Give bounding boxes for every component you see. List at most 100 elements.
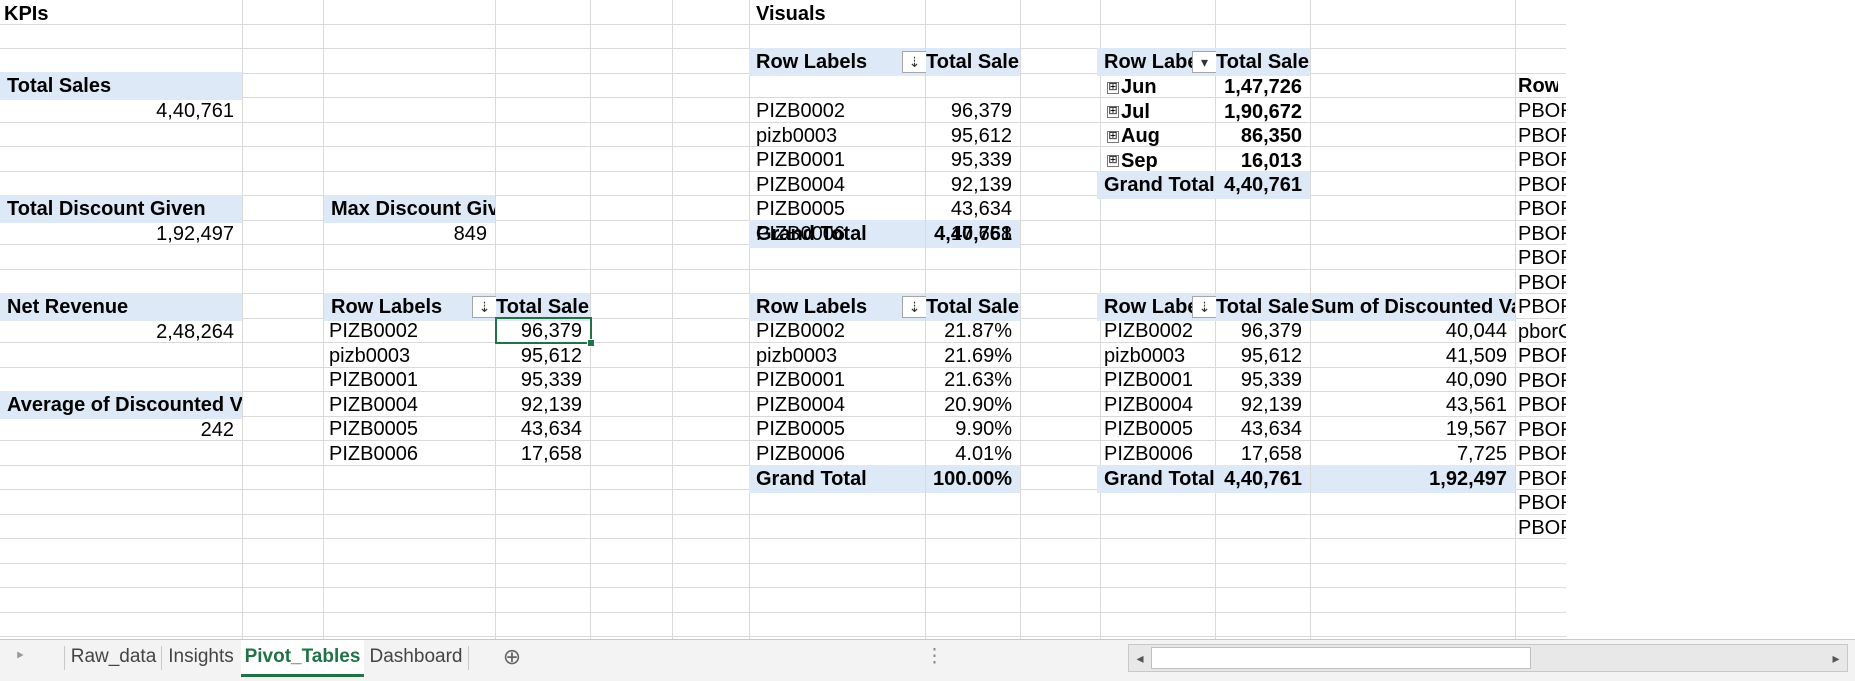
right-edge-cell[interactable]: PBOR — [1518, 222, 1566, 245]
right-edge-cell[interactable]: PBOR — [1518, 394, 1566, 416]
sort-desc-icon[interactable]: ⇣ — [1192, 296, 1217, 318]
table-row-label[interactable]: ⊞ Jul — [1100, 98, 1216, 126]
table-row-label[interactable]: PIZB0004 — [756, 393, 845, 416]
table-row-label[interactable]: pizb0003 — [756, 344, 838, 367]
right-edge-cell[interactable]: pborC — [1518, 320, 1566, 343]
table-row-label[interactable]: PIZB0006 — [756, 442, 845, 465]
right-edge-cell[interactable]: PBOR — [1518, 418, 1566, 441]
table-row-value[interactable]: 17,658 — [520, 442, 582, 465]
pivot-percent-grand-total-label[interactable]: Grand Total — [749, 465, 925, 493]
table-row-label[interactable]: PIZB0005 — [329, 418, 418, 440]
net-revenue-label[interactable]: Net Revenue — [0, 293, 242, 321]
visuals-header[interactable]: Visuals — [756, 3, 826, 25]
table-row-label[interactable]: PIZB0005 — [756, 198, 845, 220]
table-row-label[interactable]: PIZB0005 — [1104, 418, 1193, 440]
table-row-sales[interactable]: 17,658 — [1240, 442, 1302, 465]
pivot-sales-grand-total-value[interactable]: 4,40,761 — [926, 220, 1020, 248]
table-row-value[interactable]: 21.69% — [944, 344, 1012, 367]
horizontal-scrollbar[interactable]: ◂ ▸ — [1128, 644, 1848, 672]
table-row-label[interactable]: pizb0003 — [1104, 344, 1186, 367]
tab-insights[interactable]: Insights — [168, 646, 234, 667]
table-row-value[interactable]: 4.01% — [955, 442, 1012, 465]
table-row-label[interactable]: ⊞ Aug — [1100, 122, 1216, 150]
table-row-value[interactable]: 21.87% — [944, 320, 1012, 342]
table-row-value[interactable]: 96,379 — [950, 100, 1012, 122]
expand-icon[interactable]: ⊞ — [1107, 129, 1119, 143]
table-row-label[interactable]: PIZB0006 — [1104, 442, 1193, 465]
right-edge-cell[interactable]: PBOR — [1518, 271, 1566, 294]
expand-icon[interactable]: ⊞ — [1107, 105, 1119, 119]
expand-icon[interactable]: ⊞ — [1107, 154, 1119, 168]
table-row-value[interactable]: 95,339 — [950, 149, 1012, 171]
max-discount-label[interactable]: Max Discount Given — [324, 195, 495, 223]
table-row-value[interactable]: 17,658 — [950, 222, 1012, 245]
table-row-label[interactable]: PIZB0004 — [756, 173, 845, 196]
right-edge-cell[interactable]: PBOR — [1518, 247, 1566, 269]
table-row-value[interactable]: 16,013 — [1240, 149, 1302, 172]
table-row-label[interactable]: PIZB0002 — [329, 320, 418, 342]
table-row-label[interactable]: PIZB0001 — [756, 369, 845, 391]
table-row-label[interactable]: pizb0003 — [756, 124, 838, 147]
table-row-label[interactable]: PIZB0001 — [756, 149, 845, 171]
table-row-discount[interactable]: 41,509 — [1445, 344, 1507, 367]
table-row-discount[interactable]: 40,044 — [1445, 320, 1507, 342]
pivot-months-value-header[interactable]: Total Sales — [1216, 48, 1310, 76]
right-edge-cell[interactable]: PBOR — [1518, 345, 1566, 367]
total-sales-label[interactable]: Total Sales — [0, 72, 242, 100]
table-row-label[interactable]: PIZB0006 — [756, 222, 845, 245]
table-row-label[interactable]: PIZB0006 — [329, 442, 418, 465]
sort-desc-icon[interactable]: ⇣ — [902, 296, 927, 318]
table-row-value[interactable]: 92,139 — [520, 393, 582, 416]
table-row-value[interactable]: 86,350 — [1240, 125, 1302, 147]
pivot-discount-grand-total-sales[interactable]: 4,40,761 — [1216, 465, 1310, 493]
dropdown-filter-icon[interactable]: ▾ — [1192, 51, 1217, 73]
right-edge-cell[interactable]: PBOR — [1518, 492, 1566, 514]
table-row-value[interactable]: 43,634 — [950, 198, 1012, 220]
table-row-value[interactable]: 1,90,672 — [1224, 100, 1302, 123]
table-row-sales[interactable]: 92,139 — [1240, 393, 1302, 416]
table-row-label[interactable]: pizb0003 — [329, 344, 411, 367]
pivot-percent-row-labels-header[interactable]: Row Labels — [749, 293, 925, 321]
table-row-value[interactable]: 95,612 — [950, 124, 1012, 147]
right-edge-header[interactable]: Row L — [1518, 75, 1558, 97]
table-row-label[interactable]: PIZB0001 — [1104, 369, 1193, 391]
pivot-discount-sales-header[interactable]: Total Sales — [1216, 293, 1310, 321]
table-row-label[interactable]: ⊞ Sep — [1100, 147, 1216, 175]
table-row-label[interactable]: PIZB0005 — [756, 418, 845, 440]
right-edge-cell[interactable]: PBOR — [1518, 369, 1566, 392]
pivot-months-grand-total-label[interactable]: Grand Total — [1097, 171, 1216, 199]
table-row-sales[interactable]: 43,634 — [1240, 418, 1302, 440]
pivot-kpi-value-header[interactable]: Total Sales — [496, 293, 590, 321]
table-row-value[interactable]: 1,47,726 — [1224, 76, 1302, 98]
table-row-discount[interactable]: 40,090 — [1445, 369, 1507, 391]
table-row-label[interactable]: PIZB0004 — [329, 393, 418, 416]
table-row-value[interactable]: 92,139 — [950, 173, 1012, 196]
table-row-value[interactable]: 95,612 — [520, 344, 582, 367]
table-row-label[interactable]: PIZB0001 — [329, 369, 418, 391]
right-edge-cell[interactable]: PBOR — [1518, 296, 1566, 318]
tab-raw-data[interactable]: Raw_data — [70, 646, 157, 667]
pivot-discount-grand-total-label[interactable]: Grand Total — [1097, 465, 1216, 493]
table-row-label[interactable]: PIZB0002 — [756, 320, 845, 342]
table-row-discount[interactable]: 43,561 — [1445, 393, 1507, 416]
right-edge-cell[interactable]: PBOR — [1518, 173, 1566, 196]
pivot-sales-grand-total-label[interactable]: Grand Total — [749, 220, 925, 248]
pivot-discount-discount-header[interactable]: Sum of Discounted Value — [1311, 293, 1515, 321]
tab-split-handle-icon[interactable]: ⋮ — [925, 646, 944, 667]
table-row-label[interactable]: PIZB0002 — [756, 100, 845, 122]
total-discount-value[interactable]: 1,92,497 — [156, 223, 234, 245]
avg-discount-value[interactable]: 242 — [200, 419, 234, 441]
table-row-value[interactable]: 21.63% — [944, 369, 1012, 391]
right-edge-cell[interactable]: PBOR — [1518, 149, 1566, 171]
right-edge-cell[interactable]: PBOR — [1518, 467, 1566, 490]
max-discount-value[interactable]: 849 — [453, 223, 487, 245]
table-row-discount[interactable]: 7,725 — [1456, 442, 1507, 465]
pivot-kpi-row-labels-header[interactable]: Row Labels — [324, 293, 495, 321]
net-revenue-value[interactable]: 2,48,264 — [156, 321, 234, 343]
fill-handle[interactable] — [587, 339, 595, 347]
sort-desc-icon[interactable]: ⇣ — [902, 51, 927, 73]
pivot-percent-value-header[interactable]: Total Sales — [926, 293, 1020, 321]
table-row-sales[interactable]: 95,339 — [1240, 369, 1302, 391]
tab-dashboard[interactable]: Dashboard — [369, 646, 463, 667]
sort-desc-icon[interactable]: ⇣ — [472, 296, 497, 318]
